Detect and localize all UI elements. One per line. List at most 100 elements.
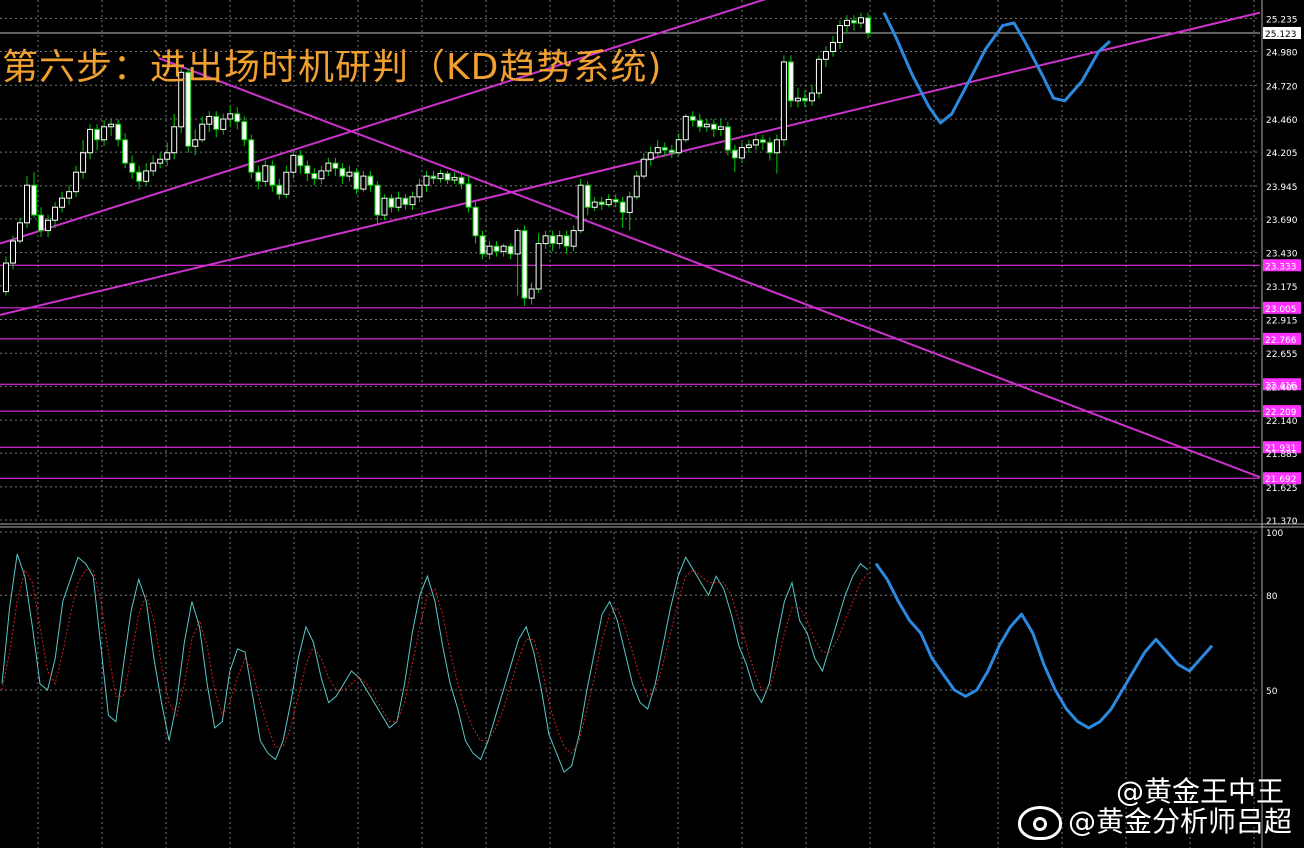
candle-bear — [136, 171, 143, 182]
candle-bear — [213, 115, 220, 130]
candle-bull — [542, 235, 549, 245]
watermark: @黄金王中王 @黄金分析师吕超 — [1017, 778, 1292, 840]
candle-bull — [514, 230, 521, 255]
candle-bull — [633, 175, 640, 198]
candle-bear — [766, 141, 773, 154]
candle-bull — [220, 118, 227, 130]
kd-tick-label: 50 — [1266, 687, 1278, 697]
candle-bear — [521, 230, 528, 299]
candle-bull — [10, 240, 17, 264]
price-tick-label: 24.980 — [1266, 49, 1298, 59]
candle-bull — [171, 126, 178, 154]
candle-bull — [654, 147, 661, 154]
candle-bear — [115, 123, 122, 141]
candle-bear — [507, 245, 514, 255]
candle-bear — [241, 121, 248, 141]
candle-bull — [192, 139, 199, 147]
candle-bull — [52, 206, 59, 221]
price-tick-label: 23.430 — [1266, 250, 1298, 260]
trendline-upper-resistance — [0, 0, 767, 245]
price-tick-label: 23.690 — [1266, 216, 1298, 226]
candle-bear — [185, 71, 192, 147]
candle-bull — [773, 139, 780, 154]
price-tick-label: 23.945 — [1266, 183, 1298, 193]
price-tick-label: 22.655 — [1266, 350, 1298, 360]
candle-bear — [388, 197, 395, 208]
candle-bull — [178, 71, 185, 128]
kd-d-line — [1, 568, 869, 754]
price-tick-label: 22.915 — [1266, 317, 1298, 327]
price-forecast-line — [882, 11, 1112, 125]
candle-bull — [59, 197, 66, 208]
watermark-line-2: @黄金分析师吕超 — [1017, 805, 1292, 840]
candle-bear — [402, 197, 409, 206]
candle-bull — [143, 170, 150, 182]
candle-bear — [724, 126, 731, 151]
candle-bear — [850, 19, 857, 24]
price-tick-label: 22.140 — [1266, 417, 1298, 427]
candle-bull — [605, 198, 612, 206]
candle-bull — [745, 144, 752, 149]
price-tick-label: 21.625 — [1266, 484, 1298, 494]
candle-bear — [297, 154, 304, 167]
candle-bull — [409, 196, 416, 206]
candle-bear — [598, 201, 605, 206]
candle-bear — [696, 119, 703, 128]
candle-bear — [549, 235, 556, 245]
candle-bull — [682, 115, 689, 141]
candle-bear — [129, 162, 136, 173]
candle-bear — [801, 97, 808, 102]
candle-bull — [17, 222, 24, 242]
watermark-text-1: @黄金王中王 — [1115, 775, 1284, 808]
candle-bull — [437, 173, 444, 180]
candle-bear — [269, 165, 276, 186]
level-tag — [1263, 301, 1301, 314]
price-tick-label: 24.720 — [1266, 82, 1298, 92]
candle-bull — [829, 41, 836, 53]
candle-bull — [836, 25, 843, 43]
trendlines — [0, 0, 1261, 479]
level-tag — [1263, 405, 1301, 418]
candle-bull — [66, 191, 73, 199]
candle-bull — [381, 197, 388, 216]
candle-bear — [367, 175, 374, 186]
candle-bull — [318, 170, 325, 180]
candle-bear — [374, 184, 381, 216]
level-label: 22.766 — [1265, 336, 1297, 346]
candle-bull — [640, 158, 647, 177]
level-label: 22.209 — [1265, 408, 1297, 418]
candle-bear — [465, 183, 472, 208]
candlesticks — [3, 12, 871, 306]
candle-bull — [164, 152, 171, 160]
candle-bull — [101, 126, 108, 141]
candle-bull — [416, 184, 423, 198]
candle-bear — [584, 184, 591, 208]
candle-bear — [759, 139, 766, 143]
current-price-tag — [1263, 26, 1301, 39]
level-label: 23.333 — [1265, 262, 1297, 272]
candle-bull — [500, 245, 507, 252]
kd-tick-label: 100 — [1266, 529, 1283, 539]
watermark-line-1: @黄金王中王 — [1018, 778, 1284, 806]
candle-bull — [556, 235, 563, 245]
current-price-label: 25.123 — [1265, 30, 1297, 40]
candle-bear — [234, 113, 241, 123]
level-tag — [1263, 332, 1301, 345]
candle-bull — [87, 128, 94, 154]
candle-bull — [80, 152, 87, 173]
candle-bull — [150, 162, 157, 172]
candle-bear — [493, 245, 500, 252]
candle-bull — [843, 19, 850, 27]
level-label: 21.931 — [1265, 444, 1297, 454]
candle-bear — [31, 184, 38, 216]
level-tag — [1263, 472, 1301, 485]
candle-bull — [290, 154, 297, 173]
trendline-lower-support — [0, 11, 1261, 316]
candle-bear — [339, 167, 346, 177]
candle-bull — [45, 219, 52, 232]
watermark-text-2: @黄金分析师吕超 — [1067, 805, 1292, 838]
candle-bear — [332, 162, 339, 169]
candle-bull — [451, 176, 458, 181]
